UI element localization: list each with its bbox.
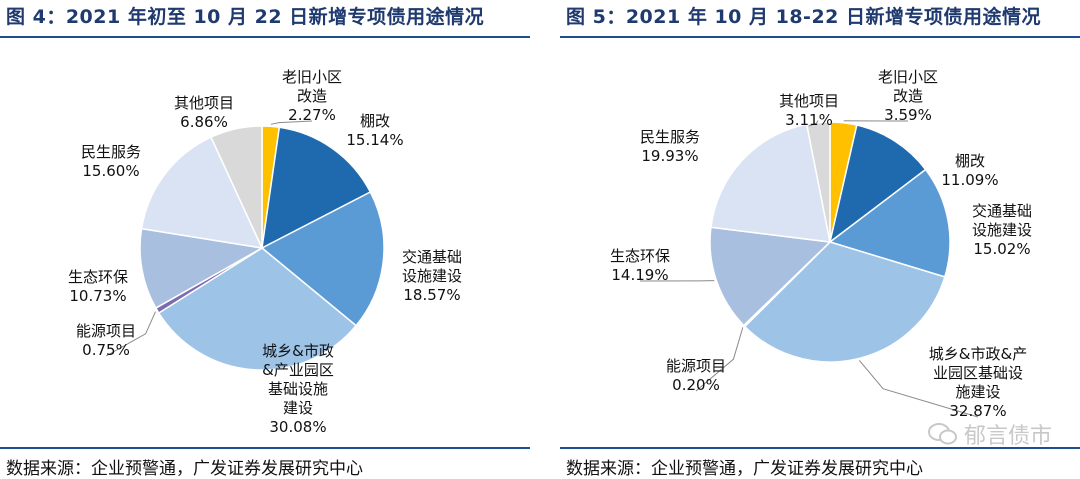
watermark: 郁言债市 [928,418,1052,450]
watermark-text: 郁言债市 [964,418,1052,450]
chart-title: 图 5：2021 年 10 月 18-22 日新增专项债用途情况 [566,2,1041,29]
source-rule [0,447,530,449]
title-rule [0,36,530,38]
source-note: 数据来源：企业预警通，广发证券发展研究中心 [566,454,923,479]
title-rule [560,36,1080,38]
source-note: 数据来源：企业预警通，广发证券发展研究中心 [6,454,363,479]
wechat-icon [928,422,958,446]
chart-title: 图 4：2021 年初至 10 月 22 日新增专项债用途情况 [6,2,484,29]
